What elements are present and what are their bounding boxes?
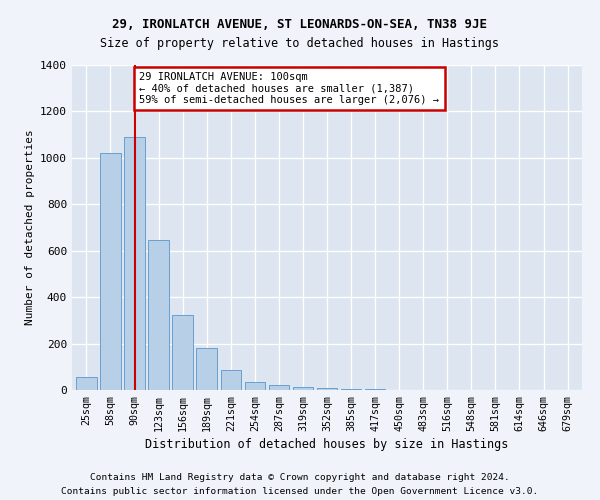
Bar — [341, 389, 361, 390]
Text: 29 IRONLATCH AVENUE: 100sqm
← 40% of detached houses are smaller (1,387)
59% of : 29 IRONLATCH AVENUE: 100sqm ← 40% of det… — [139, 72, 439, 105]
Bar — [100, 153, 121, 390]
Bar — [269, 386, 289, 390]
Bar — [196, 348, 217, 390]
X-axis label: Distribution of detached houses by size in Hastings: Distribution of detached houses by size … — [145, 438, 509, 451]
Bar — [148, 240, 169, 390]
Bar — [76, 377, 97, 390]
Y-axis label: Number of detached properties: Number of detached properties — [25, 130, 35, 326]
Bar — [124, 137, 145, 390]
Text: 29, IRONLATCH AVENUE, ST LEONARDS-ON-SEA, TN38 9JE: 29, IRONLATCH AVENUE, ST LEONARDS-ON-SEA… — [113, 18, 487, 30]
Bar — [317, 388, 337, 390]
Bar — [293, 386, 313, 390]
Bar — [172, 314, 193, 390]
Bar — [221, 370, 241, 390]
Bar — [245, 382, 265, 390]
Text: Contains HM Land Registry data © Crown copyright and database right 2024.: Contains HM Land Registry data © Crown c… — [90, 472, 510, 482]
Text: Contains public sector information licensed under the Open Government Licence v3: Contains public sector information licen… — [61, 488, 539, 496]
Text: Size of property relative to detached houses in Hastings: Size of property relative to detached ho… — [101, 38, 499, 51]
